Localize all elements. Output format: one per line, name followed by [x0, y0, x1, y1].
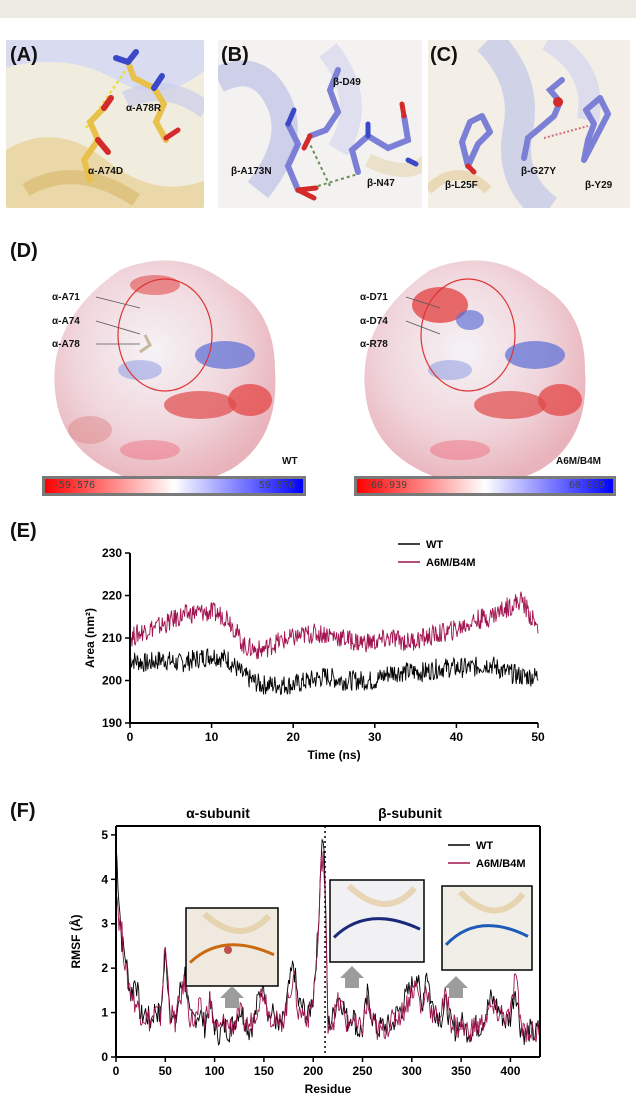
panel-e-label: (E): [10, 520, 37, 542]
structure-panel-b: [218, 40, 422, 208]
legend-label: WT: [426, 539, 443, 551]
structure-c-art: [428, 40, 611, 208]
y-tick-label: 4: [101, 872, 108, 886]
top-bar: [0, 0, 636, 18]
up-arrow-icon: [220, 986, 244, 1008]
legend-label: A6M/B4M: [476, 858, 526, 870]
structure-panel-a: [6, 40, 204, 208]
x-tick-label: 400: [500, 1064, 520, 1078]
panel-d-label: (D): [10, 240, 38, 262]
x-tick-label: 40: [450, 730, 464, 744]
surface-wt-tag: WT: [282, 456, 298, 467]
x-tick-label: 10: [205, 730, 219, 744]
structure-panel-c: [428, 40, 630, 208]
scale-wt-min: -59.576: [53, 480, 96, 491]
series-line-a6m-b4m: [129, 591, 539, 660]
surface-mutant: [364, 260, 586, 487]
y-tick-label: 3: [101, 917, 108, 931]
residue-b-l25f: β-L25F: [445, 180, 478, 191]
y-tick-label: 210: [102, 631, 122, 645]
residue-mut-r78: α-R78: [360, 339, 388, 350]
residue-a78r: α-A78R: [126, 103, 162, 114]
series-line-a6m-b4m: [115, 851, 541, 1043]
legend-label: A6M/B4M: [426, 557, 476, 569]
x-axis-label: Time (ns): [307, 748, 360, 762]
inset-ribbon: [457, 889, 526, 914]
alpha-subunit-title: α-subunit: [186, 805, 250, 821]
residue-mut-d71: α-D71: [360, 292, 388, 303]
y-tick-label: 5: [101, 828, 108, 842]
residue-mut-d74: α-D74: [360, 316, 388, 327]
up-arrow-icon: [444, 976, 468, 998]
residue-a74d: α-A74D: [88, 166, 124, 177]
residue-b-a173n: β-A173N: [231, 166, 272, 177]
y-tick-label: 1: [101, 1006, 108, 1020]
scale-mut-max: 60.939: [568, 480, 605, 491]
beta-subunit-title: β-subunit: [378, 805, 442, 821]
up-arrow-icon: [340, 966, 364, 988]
x-tick-label: 350: [451, 1064, 471, 1078]
y-axis-label: Area (nm²): [83, 608, 97, 668]
electrostatic-scale-wt: -59.576 59.576: [42, 476, 306, 496]
surface-mutant-tag: A6M/B4M: [556, 456, 602, 467]
y-tick-label: 200: [102, 674, 122, 688]
residue-wt-a78: α-A78: [52, 339, 80, 350]
x-tick-label: 250: [352, 1064, 372, 1078]
x-tick-label: 0: [127, 730, 134, 744]
x-tick-label: 20: [287, 730, 301, 744]
x-tick-label: 300: [402, 1064, 422, 1078]
inset-beta-2: [441, 885, 533, 971]
residue-wt-a71: α-A71: [52, 292, 80, 303]
residue-wt-a74: α-A74: [52, 316, 80, 327]
inset-ribbon: [202, 911, 272, 934]
structure-b-art: [218, 43, 422, 201]
x-tick-label: 100: [205, 1064, 225, 1078]
inset-loop: [444, 924, 529, 946]
y-tick-label: 190: [102, 716, 122, 730]
inset-alpha: [185, 907, 279, 987]
inset-loop: [188, 943, 275, 964]
y-tick-label: 0: [101, 1050, 108, 1064]
y-tick-label: 2: [101, 961, 108, 975]
panel-b-label: (B): [221, 44, 249, 66]
y-tick-label: 230: [102, 546, 122, 560]
inset-beta-1: [329, 879, 425, 963]
legend-label: WT: [476, 840, 493, 852]
x-axis-label: Residue: [305, 1082, 352, 1096]
panel-c-label: (C): [430, 44, 458, 66]
residue-b-d49: β-D49: [333, 77, 361, 88]
structure-a-art: [6, 40, 204, 208]
residue-b-y29: β-Y29: [585, 180, 613, 191]
scale-wt-max: 59.576: [258, 480, 295, 491]
y-tick-label: 220: [102, 589, 122, 603]
panel-a-label: (A): [10, 44, 38, 66]
x-tick-label: 150: [254, 1064, 274, 1078]
surface-wt: [54, 260, 276, 487]
residue-b-n47: β-N47: [367, 178, 395, 189]
surface-art: [54, 260, 586, 487]
panel-f-label: (F): [10, 800, 36, 822]
electrostatic-scale-mutant: -60.939 60.939: [354, 476, 616, 496]
x-tick-label: 50: [531, 730, 545, 744]
residue-b-g27y: β-G27Y: [521, 166, 557, 177]
rmsf-chart: 0 50 100 150 200 250 300 350 400 0 1 2 3 4 5 Residue RMS…: [68, 805, 541, 1096]
inset-ribbon: [346, 883, 417, 907]
inset-alpha-ion: [224, 946, 232, 954]
y-axis-label: RMSF (Å): [68, 915, 83, 969]
x-tick-label: 0: [113, 1064, 120, 1078]
x-tick-label: 30: [368, 730, 382, 744]
series-line-wt: [129, 648, 539, 696]
inset-loop: [332, 917, 421, 939]
x-tick-label: 50: [159, 1064, 173, 1078]
x-tick-label: 200: [303, 1064, 323, 1078]
scale-mut-min: -60.939: [365, 480, 408, 491]
area-chart: 0 10 20 30 40 50 190 200 210 220 230 Time (ns) Area …: [83, 539, 545, 762]
